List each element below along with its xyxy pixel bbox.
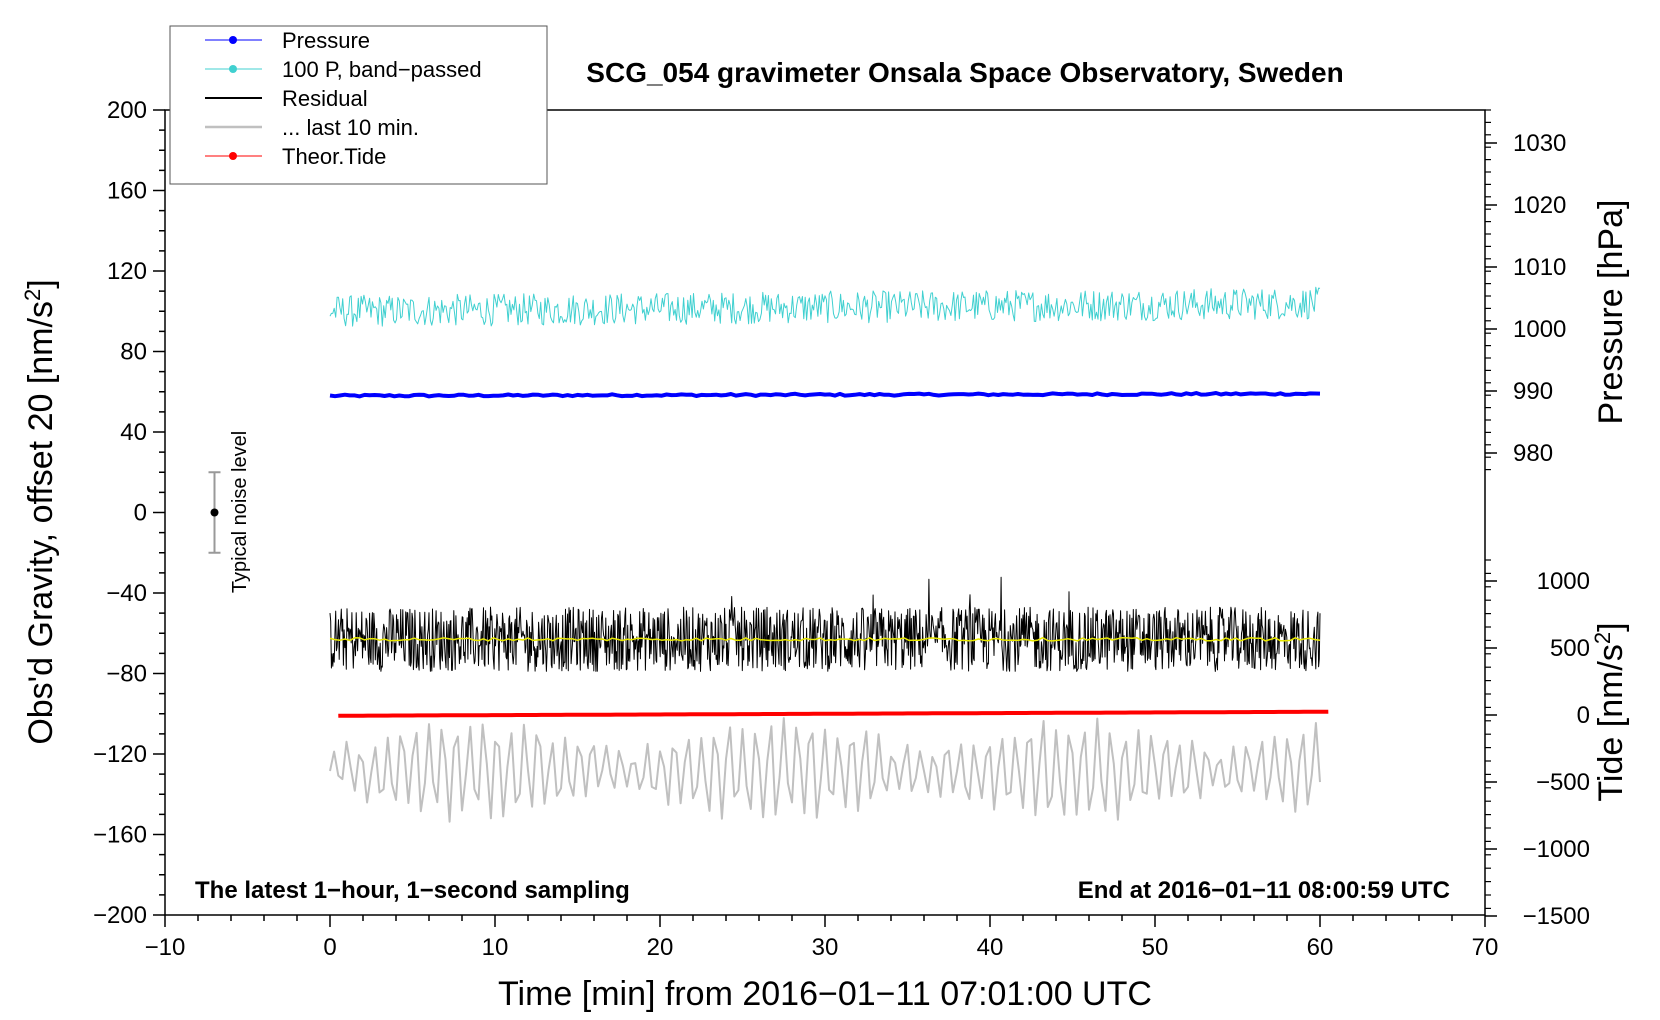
series-line <box>329 636 1321 642</box>
legend-marker <box>229 36 237 44</box>
plot-frame <box>164 109 1486 916</box>
y-left-tick-label: 200 <box>107 97 147 124</box>
y-left-tick-label: 0 <box>134 500 147 527</box>
legend-label: Theor.Tide <box>282 144 386 169</box>
x-tick-label: 40 <box>977 934 1004 961</box>
x-tick-label: −10 <box>145 934 186 961</box>
y-axis-left-title: Obs'd Gravity, offset 20 [nm/s2] <box>20 279 61 744</box>
y-left-tick-label: −200 <box>93 902 147 929</box>
x-tick-label: 30 <box>812 934 839 961</box>
tide-tick-label: 500 <box>1550 635 1590 662</box>
series-line <box>338 709 1329 718</box>
y-left-tick-label: 40 <box>120 419 147 446</box>
noise-indicator: Typical noise level <box>208 431 251 593</box>
pressure-tick-label: 1030 <box>1513 130 1566 157</box>
tide-tick-label: −500 <box>1536 769 1590 796</box>
y-left-tick-label: −120 <box>93 741 147 768</box>
y-left-tick-label: 120 <box>107 258 147 285</box>
pressure-tick-label: 1020 <box>1513 192 1566 219</box>
tide-tick-label: 0 <box>1577 702 1590 729</box>
noise-bar-dot <box>210 508 219 517</box>
footer-right: End at 2016−01−11 08:00:59 UTC <box>1078 877 1450 904</box>
noise-label: Typical noise level <box>229 431 251 593</box>
series-line <box>329 717 1321 823</box>
y-axis-pressure-title: Pressure [hPa] <box>1592 200 1630 425</box>
series-line <box>329 391 1321 399</box>
series-line <box>329 286 1321 327</box>
pressure-tick-label: 1010 <box>1513 254 1566 281</box>
y-left-tick-label: 80 <box>120 339 147 366</box>
legend-marker <box>229 152 237 160</box>
series <box>329 286 1329 823</box>
y-left-tick-label: 160 <box>107 178 147 205</box>
x-tick-label: 0 <box>323 934 336 961</box>
y-left-tick-label: −80 <box>106 661 147 688</box>
legend-label: 100 P, band−passed <box>282 57 482 82</box>
tide-tick-label: −1000 <box>1523 836 1590 863</box>
pressure-tick-label: 1000 <box>1513 316 1566 343</box>
pressure-tick-label: 990 <box>1513 378 1553 405</box>
x-tick-label: 10 <box>482 934 509 961</box>
series-line <box>329 576 1321 672</box>
y-left-tick-label: −160 <box>93 822 147 849</box>
footer-left: The latest 1−hour, 1−second sampling <box>195 877 630 904</box>
chart-title: SCG_054 gravimeter Onsala Space Observat… <box>586 57 1343 88</box>
axes: −10 0 10 20 30 40 50 60 7020016012080400−40−80−1… <box>93 97 1590 961</box>
legend-label: ... last 10 min. <box>282 115 419 140</box>
x-tick-label: 70 <box>1472 934 1499 961</box>
legend-marker <box>229 65 237 73</box>
legend: Pressure 100 P, band−passed Residual ... la… <box>169 25 548 185</box>
legend-label: Residual <box>282 86 368 111</box>
x-axis-title: Time [min] from 2016−01−11 07:01:00 UTC <box>498 975 1152 1013</box>
tide-tick-label: 1000 <box>1537 568 1590 595</box>
x-tick-label: 20 <box>647 934 674 961</box>
y-left-tick-label: −40 <box>106 580 147 607</box>
x-tick-label: 60 <box>1307 934 1334 961</box>
x-tick-label: 50 <box>1142 934 1169 961</box>
pressure-tick-label: 980 <box>1513 440 1553 467</box>
tide-tick-label: −1500 <box>1523 903 1590 930</box>
legend-label: Pressure <box>282 28 370 53</box>
y-axis-tide-title: Tide [nm/s2] <box>1590 622 1631 801</box>
